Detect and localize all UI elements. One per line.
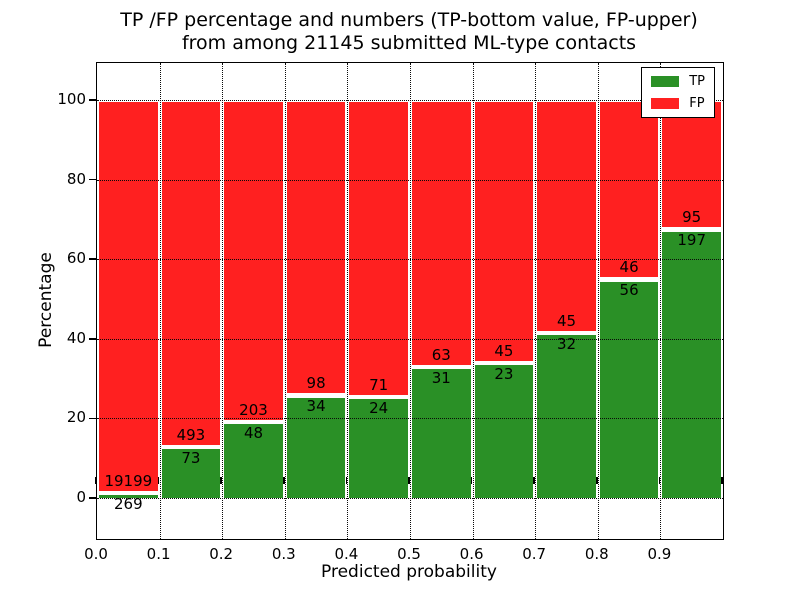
x-tick-2 [220,477,222,484]
y-tick-20 [89,417,96,420]
fp-count-label: 19199 [104,471,153,490]
plot-area: 19199 269 493 73 203 48 98 34 71 24 63 31 45 23 45 32 46… [89,62,724,540]
y-tick-0 [89,497,96,499]
y-tick-label-60: 60 [66,249,86,268]
grid-layer [89,63,723,539]
y-tick-label-20: 20 [66,408,86,427]
bar-0.7-0.8 [535,100,598,498]
chart-title-line2: from among 21145 submitted ML-type conta… [181,32,637,54]
bar-segment-fp [472,100,536,364]
x-tick-label-0.8: 0.8 [584,545,609,563]
bar-segment-tp [222,421,285,498]
tp-count-label: 32 [556,334,577,353]
x-tick-1 [157,477,160,484]
x-tick-10 [721,477,723,484]
v-gridline-0.2 [222,63,224,539]
bar-segment-tp [97,492,160,498]
v-gridline-0.9 [660,63,662,539]
y-tick-40 [89,338,96,340]
bar-segment-tp [660,229,723,498]
bar-value-labels-layer: 19199 269 493 73 203 48 98 34 71 24 63 31 45 23 45 32 46… [97,63,723,539]
v-gridline-0.4 [347,63,349,539]
tp-count-label: 56 [619,281,639,300]
x-tick-4 [345,477,348,484]
y-tick-label-0: 0 [76,488,86,506]
v-gridline-0.1 [159,63,161,539]
y-tick-80 [89,178,96,181]
bar-0.9-1.0 [660,100,723,498]
tp-count-label: 269 [113,494,143,513]
bar-segment-tp [410,366,473,498]
legend-item-fp: FP [651,97,705,110]
legend: TP FP [641,67,715,118]
x-tick-7 [533,477,535,484]
x-tick-label-0.1: 0.1 [146,545,171,563]
fp-count-label: 71 [369,376,389,395]
v-gridline-0.6 [472,63,474,539]
tp-count-label: 31 [431,368,451,387]
x-tick-label-0.6: 0.6 [459,545,484,563]
x-tick-6 [470,477,473,484]
v-gridline-0.7 [535,63,537,539]
bar-segment-fp [660,100,723,230]
legend-swatch-tp [651,76,680,87]
y-tick-label-100: 100 [57,90,86,108]
bar-0.0-0.1 [97,100,160,498]
y-tick-label-40: 40 [66,328,86,347]
v-gridline-0.8 [597,63,599,539]
x-tick-9 [658,477,661,484]
x-tick-label-0.2: 0.2 [209,545,234,563]
x-axis-label: Predicted probability [321,562,497,582]
bar-0.5-0.6 [410,100,473,498]
tp-count-label: 23 [494,365,514,384]
y-tick-60 [89,258,96,260]
fp-count-label: 45 [494,342,514,361]
v-gridline-0.5 [410,63,411,539]
x-tick-5 [408,477,410,484]
y-tick-label-80: 80 [66,169,86,188]
x-tick-3 [283,477,285,484]
legend-swatch-fp [651,98,680,109]
x-tick-0 [95,477,97,484]
fp-count-label: 45 [556,311,577,330]
bar-0.6-0.7 [472,100,536,498]
tp-count-label: 48 [243,423,264,442]
x-tick-8 [596,477,598,484]
chart-title: TP /FP percentage and numbers (TP-bottom… [96,9,722,55]
tp-count-label: 24 [369,399,389,418]
v-gridline-0.3 [284,63,286,539]
y-axis-label: Percentage [36,252,56,348]
legend-label-tp: TP [689,74,705,89]
x-tick-label-0.3: 0.3 [271,545,296,563]
fp-count-label: 203 [239,400,268,419]
legend-label-fp: FP [689,96,705,111]
tp-count-label: 197 [677,231,706,250]
x-tick-label-0.5: 0.5 [397,545,421,563]
x-tick-label-0.0: 0.0 [84,545,108,563]
legend-item-tp: TP [651,75,705,88]
chart-title-line1: TP /FP percentage and numbers (TP-bottom… [120,9,698,31]
tp-count-label: 34 [306,397,326,416]
y-tick-100 [89,99,96,101]
fp-count-label: 493 [176,425,206,444]
x-tick-label-0.4: 0.4 [334,545,359,563]
fp-count-label: 98 [306,374,326,393]
fp-count-label: 46 [619,258,639,277]
fp-count-label: 63 [431,345,451,364]
bar-segment-fp [97,100,160,493]
x-tick-label-0.9: 0.9 [647,545,672,563]
tp-count-label: 73 [181,448,201,467]
bars-layer [97,63,723,539]
x-tick-label-0.7: 0.7 [522,545,547,563]
fp-count-label: 95 [682,208,702,227]
